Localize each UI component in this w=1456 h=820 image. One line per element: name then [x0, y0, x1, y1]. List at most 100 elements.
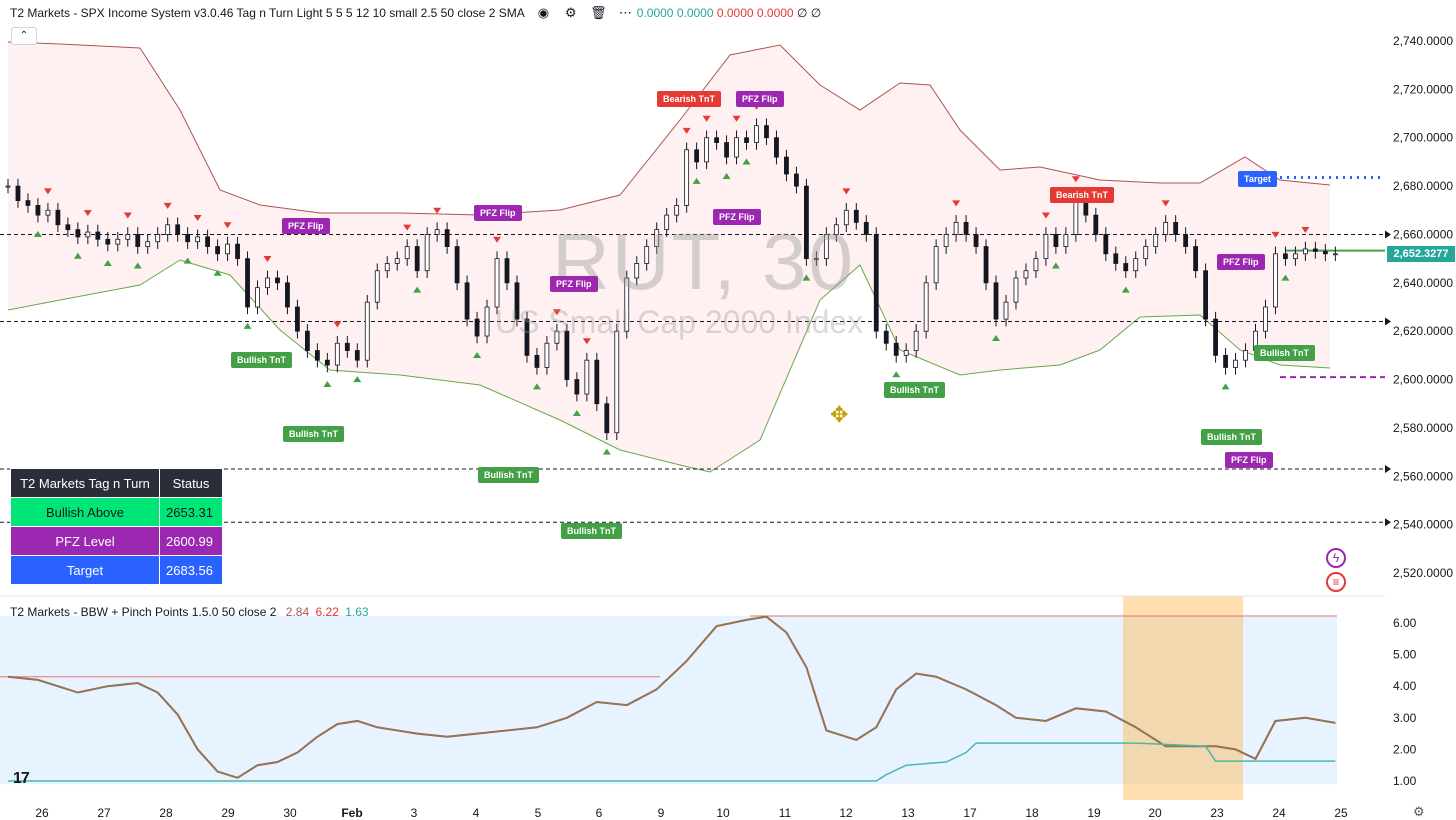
tag-bullish-tnt: Bullish TnT — [283, 426, 344, 442]
candle-body — [784, 156, 789, 175]
gear-icon[interactable]: ⚙ — [564, 5, 577, 20]
collapse-button[interactable]: ⌃ — [11, 27, 37, 45]
candle-body — [853, 209, 859, 223]
status-row-bullish: Bullish Above 2653.31 — [10, 497, 223, 527]
candle-body — [85, 231, 91, 238]
candle-body — [574, 379, 580, 395]
candle-body — [444, 229, 450, 247]
candle-body — [265, 277, 270, 289]
time-axis-tick-label: 24 — [1272, 806, 1286, 820]
price-axis-tick-label: 2,540.0000 — [1393, 518, 1453, 532]
bbw-pane[interactable] — [0, 596, 1337, 800]
bullish-triangle-marker — [323, 380, 332, 387]
flag-icon[interactable]: ≡ — [1326, 572, 1346, 592]
settings-gear-icon[interactable]: ⚙ — [1413, 804, 1425, 819]
eye-icon[interactable]: ◉ — [537, 5, 550, 20]
bbw-axis-tick-label: 1.00 — [1393, 774, 1417, 788]
trash-icon[interactable]: 🗑 — [590, 5, 607, 20]
symbol-description-watermark: US Small Cap 2000 Index — [495, 304, 864, 340]
candle-body — [35, 205, 41, 216]
bearish-triangle-marker — [163, 202, 172, 209]
status-row-label: Target — [10, 555, 160, 585]
price-axis-tick-label: 2,700.0000 — [1393, 131, 1453, 145]
bullish-triangle-marker — [33, 231, 42, 238]
candle-body — [714, 137, 719, 143]
candle-body — [145, 241, 151, 247]
candle-body — [794, 173, 799, 187]
candle-body — [295, 306, 300, 332]
pinch-point-line — [8, 742, 1336, 782]
current-price-label: 2,652.3277 — [1387, 246, 1455, 262]
bearish-triangle-marker — [1271, 231, 1280, 238]
bbw-axis-tick-label: 5.00 — [1393, 648, 1417, 662]
lightning-icon[interactable]: ϟ — [1326, 548, 1346, 568]
more-icon[interactable]: ⋯ — [618, 5, 632, 20]
tag-target: Target — [1238, 171, 1277, 187]
candle-body — [634, 263, 640, 279]
tag-pfz-flip: PFZ Flip — [282, 218, 330, 234]
upper-band-line — [7, 41, 1331, 216]
candle-body — [494, 258, 500, 308]
candle-body — [165, 224, 171, 235]
candle-body — [464, 282, 470, 320]
bearish-triangle-marker — [682, 127, 691, 134]
candle-body — [564, 330, 570, 380]
candle-body — [823, 234, 829, 260]
bearish-triangle-marker — [552, 309, 561, 316]
candle-body — [404, 246, 410, 260]
time-axis-tick-label: 3 — [411, 806, 418, 820]
bearish-triangle-marker — [842, 188, 851, 195]
bullish-triangle-marker — [473, 351, 482, 358]
bearish-triangle-marker — [1301, 227, 1310, 234]
candle-body — [5, 185, 11, 188]
candle-body — [1013, 277, 1019, 303]
bearish-triangle-marker — [1041, 212, 1050, 219]
price-pane[interactable] — [0, 41, 1391, 527]
candle-body — [314, 350, 320, 361]
candle-body — [394, 258, 400, 264]
candle-body — [45, 209, 51, 216]
bearish-triangle-marker — [952, 200, 961, 207]
candle-body — [504, 258, 510, 284]
bullish-triangle-marker — [183, 257, 192, 264]
tag-pfz-flip: PFZ Flip — [736, 91, 784, 107]
candle-body — [175, 224, 181, 235]
candle-body — [1133, 258, 1139, 272]
candle-body — [1163, 221, 1169, 235]
time-axis-tick-label: 12 — [839, 806, 853, 820]
candle-body — [1123, 263, 1129, 272]
price-axis-tick-label: 2,660.0000 — [1393, 227, 1453, 241]
candle-body — [744, 137, 749, 143]
candle-body — [724, 142, 729, 158]
candle-body — [344, 342, 350, 351]
candle-body — [1233, 359, 1238, 368]
price-axis-tick-label: 2,720.0000 — [1393, 82, 1453, 96]
header-value-4: 0.0000 — [756, 6, 794, 20]
candle-body — [923, 282, 929, 332]
candle-body — [953, 221, 959, 235]
candle-body — [594, 359, 600, 405]
candle-body — [195, 236, 201, 243]
candle-body — [55, 209, 61, 226]
candle-body — [245, 258, 250, 308]
bbw-value-1: 2.84 — [285, 605, 310, 619]
candle-body — [235, 243, 240, 260]
candle-body — [205, 236, 211, 247]
candle-body — [135, 234, 141, 247]
candle-body — [624, 277, 630, 332]
bbw-value-3: 1.63 — [345, 605, 369, 619]
candle-body — [95, 231, 101, 240]
candle-body — [75, 229, 81, 238]
candle-body — [833, 224, 839, 235]
bbw-line-overlay — [7, 616, 1336, 779]
bbw-axis-tick-label: 4.00 — [1393, 679, 1417, 693]
candle-body — [554, 330, 560, 344]
status-row-value: 2683.56 — [159, 555, 223, 585]
time-axis-tick-label: 5 — [535, 806, 542, 820]
candle-body — [1153, 234, 1159, 247]
header-value-2: 0.0000 — [676, 6, 714, 20]
time-axis-tick-label: 17 — [963, 806, 977, 820]
candle-body — [873, 234, 879, 332]
price-axis-tick-label: 2,560.0000 — [1393, 469, 1453, 483]
